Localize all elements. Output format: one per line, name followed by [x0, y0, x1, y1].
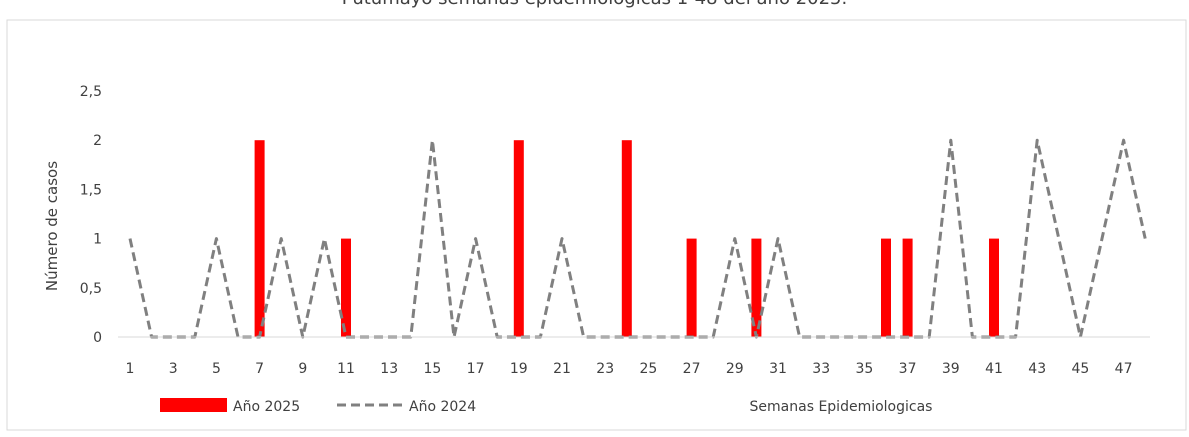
x-tick-label: 43	[1028, 361, 1046, 377]
x-tick-label: 27	[683, 361, 701, 377]
x-tick-label: 19	[510, 361, 528, 377]
y-tick-label: 1,5	[80, 182, 102, 198]
bar-2025-week-27	[686, 238, 697, 337]
x-tick-label: 23	[596, 361, 614, 377]
y-tick-label: 0,5	[80, 281, 102, 297]
x-tick-label: 41	[985, 361, 1003, 377]
x-tick-label: 29	[726, 361, 744, 377]
x-tick-label: 5	[212, 361, 221, 377]
x-axis: 1 3 5 7 9 11 13 15 17 19 21 23 25 27 29 31 33 35 37 39 41 43 4…	[126, 361, 1133, 377]
x-tick-label: 45	[1071, 361, 1089, 377]
x-tick-label: 17	[467, 361, 485, 377]
x-tick-label: 3	[169, 361, 178, 377]
y-axis-label: Número de casos	[43, 161, 61, 291]
x-tick-label: 21	[553, 361, 571, 377]
bars-group	[254, 140, 999, 337]
legend-label-2025: Año 2025	[233, 399, 300, 415]
y-tick-label: 2	[93, 133, 102, 149]
x-tick-label: 37	[899, 361, 917, 377]
bar-2025-week-19	[513, 140, 524, 337]
x-tick-label: 35	[855, 361, 873, 377]
x-tick-label: 11	[337, 361, 355, 377]
y-axis: 0 0,5 1 1,5 2 2,5	[80, 84, 102, 346]
legend: Año 2025 Año 2024	[160, 398, 476, 415]
y-tick-label: 0	[93, 330, 102, 346]
y-tick-label: 2,5	[80, 84, 102, 100]
bar-2025-week-11	[341, 238, 351, 337]
x-tick-label: 1	[126, 361, 135, 377]
legend-swatch-2025	[160, 398, 227, 412]
x-tick-label: 39	[942, 361, 960, 377]
x-tick-label: 31	[769, 361, 787, 377]
bar-2025-week-41	[989, 238, 999, 337]
bar-2025-week-7	[254, 140, 265, 337]
x-tick-label: 13	[380, 361, 398, 377]
x-tick-label: 47	[1115, 361, 1133, 377]
x-tick-label: 7	[255, 361, 264, 377]
bar-2025-week-30	[751, 238, 762, 337]
bar-2025-week-37	[902, 238, 913, 337]
x-tick-label: 9	[298, 361, 307, 377]
x-tick-label: 25	[639, 361, 657, 377]
x-axis-label: Semanas Epidemiologicas	[750, 399, 933, 415]
x-tick-label: 33	[812, 361, 830, 377]
chart-border	[6, 19, 1187, 431]
legend-label-2024: Año 2024	[409, 399, 476, 415]
bar-2025-week-36	[881, 238, 891, 337]
y-tick-label: 1	[93, 232, 102, 248]
bar-2025-week-24	[621, 140, 632, 337]
chart-title: Putumayo semanas epidemiologicas 1-48 de…	[0, 0, 1189, 9]
x-tick-label: 15	[423, 361, 441, 377]
